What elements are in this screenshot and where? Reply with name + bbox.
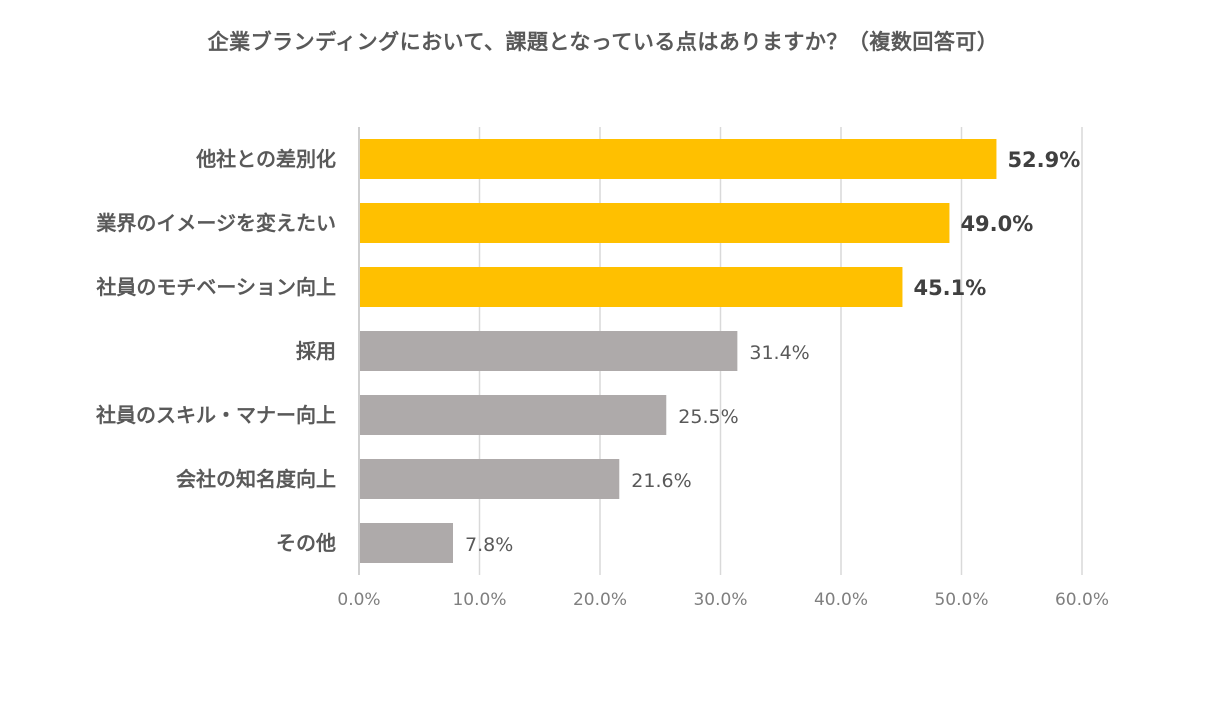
category-label: 他社との差別化 [195,147,336,171]
category-label: 業界のイメージを変えたい [96,211,336,235]
value-label: 31.4% [749,342,809,364]
value-label: 25.5% [678,406,738,428]
bar [360,203,950,243]
x-tick-label: 30.0% [693,590,747,610]
category-labels: 他社との差別化業界のイメージを変えたい社員のモチベーション向上採用社員のスキル・… [95,147,336,555]
bar [360,267,903,307]
category-label: 社員のスキル・マナー向上 [95,403,336,427]
bars [360,139,997,563]
x-tick-label: 50.0% [934,590,988,610]
bar [360,139,997,179]
bar [360,523,453,563]
category-label: 採用 [296,339,336,363]
x-tick-labels: 0.0% 10.0% 20.0% 30.0% 40.0% 50.0% 60.0% [337,590,1109,610]
bar [360,459,620,499]
bar [360,395,667,435]
category-label: その他 [276,531,336,555]
chart-title: 企業ブランディングにおいて、課題となっている点はありますか？（複数回答可） [207,30,999,54]
value-label: 45.1% [913,276,986,300]
x-tick-label: 40.0% [814,590,868,610]
value-label: 52.9% [1007,148,1080,172]
category-label: 社員のモチベーション向上 [95,275,336,299]
x-tick-label: 0.0% [337,590,380,610]
category-label: 会社の知名度向上 [176,467,336,491]
value-label: 49.0% [960,212,1033,236]
x-tick-label: 20.0% [573,590,627,610]
value-labels: 52.9% 49.0% 45.1% 31.4% 25.5% 21.6% 7.8% [465,148,1080,556]
x-tick-label: 10.0% [452,590,506,610]
x-tick-label: 60.0% [1055,590,1109,610]
value-label: 21.6% [631,470,691,492]
value-label: 7.8% [465,534,513,556]
bar [360,331,738,371]
